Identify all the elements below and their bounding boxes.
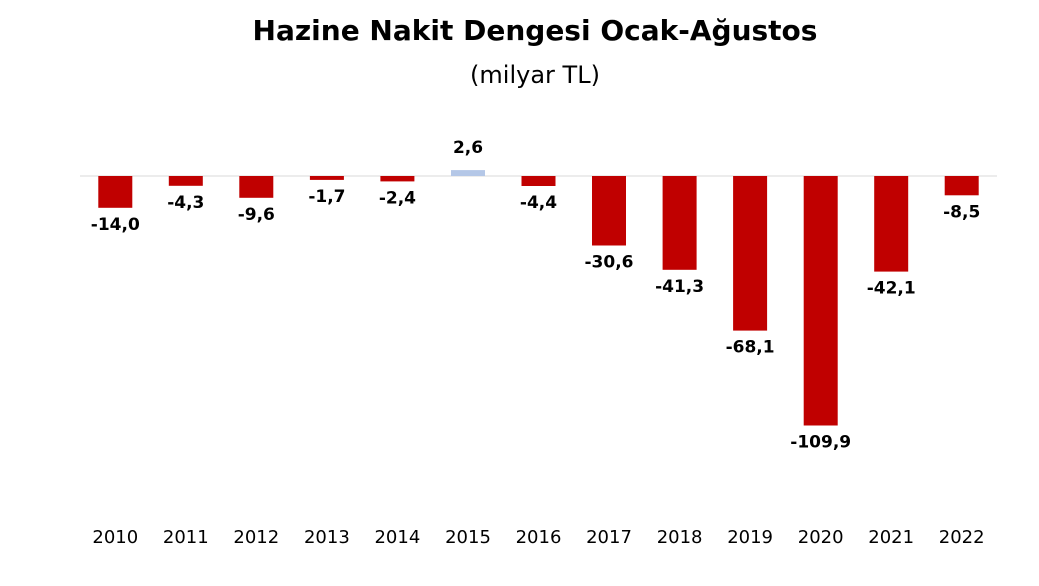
data-label-2016: -4,4 [520,193,557,213]
data-label-2014: -2,4 [379,188,416,208]
bar-2013 [309,176,344,180]
data-label-2021: -42,1 [867,279,916,299]
data-label-2019: -68,1 [726,338,775,358]
bar-2016 [521,176,556,186]
bar-2022 [944,176,979,196]
x-tick-label-2014: 2014 [374,527,420,548]
bar-2017 [592,176,626,246]
bar-2019 [733,176,768,331]
x-tick-label-2020: 2020 [798,527,844,548]
bar-2012 [239,176,274,198]
data-label-2012: -9,6 [238,205,275,225]
x-tick-label-2012: 2012 [233,527,279,548]
bar-2020 [803,176,838,426]
x-tick-label-2018: 2018 [657,527,703,548]
data-label-2013: -1,7 [308,187,345,207]
data-label-2018: -41,3 [655,277,704,297]
x-tick-label-2010: 2010 [92,527,138,548]
bar-2011 [168,176,203,186]
data-label-2020: -109,9 [790,433,851,453]
bar-2021 [874,176,909,272]
data-label-2010: -14,0 [91,215,140,235]
data-label-2022: -8,5 [943,202,980,222]
x-tick-label-2013: 2013 [304,527,350,548]
plot-area: -14,0 2010 -4,3 2011 -9,6 2012 -1,7 2013 -2,4 201… [80,138,997,548]
bar-2010 [98,176,133,208]
x-tick-label-2015: 2015 [445,527,491,548]
x-tick-label-2021: 2021 [868,527,914,548]
bar-2014 [380,176,415,182]
x-tick-label-2017: 2017 [586,527,632,548]
x-tick-label-2016: 2016 [516,527,562,548]
x-tick-label-2011: 2011 [163,527,209,548]
data-label-2015: 2,6 [453,138,483,158]
bar-2015 [451,170,485,176]
bar-2018 [662,176,697,270]
data-label-2011: -4,3 [167,193,204,213]
data-label-2017: -30,6 [585,253,634,273]
chart-title: Hazine Nakit Dengesi Ocak-Ağustos [253,14,818,47]
x-tick-label-2019: 2019 [727,527,773,548]
chart-subtitle: (milyar TL) [470,61,600,89]
x-tick-label-2022: 2022 [939,527,985,548]
